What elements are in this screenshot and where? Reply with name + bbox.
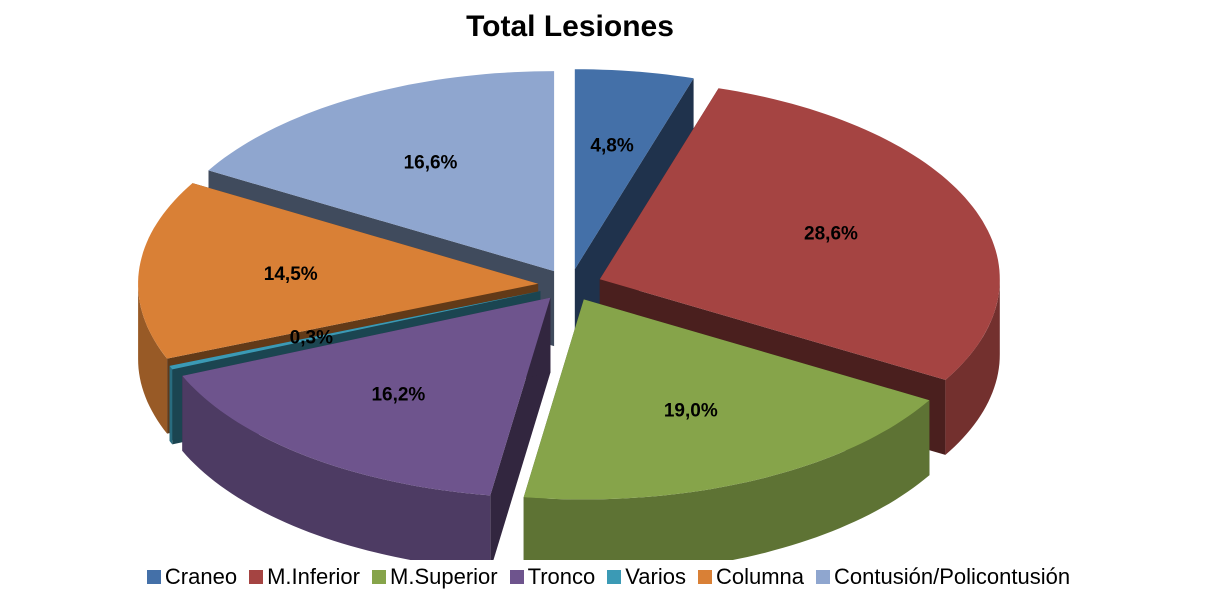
slice-wall [169,365,173,445]
legend-label: Tronco [527,564,596,589]
legend-swatch [816,570,831,584]
slice-wall [182,375,491,560]
data-label: 0,3% [290,328,333,349]
legend-swatch [697,570,712,584]
legend-item: M.Inferior [249,564,360,590]
legend-label: M.Superior [390,564,498,589]
legend-swatch [372,570,386,584]
legend-swatch [509,570,524,584]
slice [523,299,930,560]
legend-label: Columna [715,564,805,589]
legend-swatch [146,570,161,584]
slice [138,183,539,359]
data-label: 4,8% [590,136,633,157]
slice [599,88,1000,380]
data-label: 14,5% [264,264,318,285]
slice [208,71,555,272]
slice-wall [138,283,168,434]
slice-wall [945,279,1000,455]
slice [182,297,551,560]
legend-item: Varios [607,564,686,590]
legend-label: Contusión/Policontusión [834,564,1071,589]
slice [523,299,930,500]
slice [182,297,551,496]
slice [169,291,541,370]
legend-item: Tronco [509,564,596,590]
legend-label: Varios [625,564,686,589]
data-label: 16,2% [371,385,425,406]
legend-label: Craneo [164,564,238,589]
legend-item: M.Superior [372,564,498,590]
chart-title: Total Lesiones [466,10,674,43]
legend: Craneo M.Inferior M.Superior Tronco Varios Co… [0,562,1217,592]
legend-swatch [607,570,622,584]
data-label: 16,6% [404,153,458,174]
chart: Total Lesiones 4,8% 28,6% 19,0% 16,2% 0,3% 14… [138,10,1000,560]
legend-label: M.Inferior [267,564,360,589]
legend-item: Craneo [146,564,238,590]
legend-swatch [249,570,264,584]
legend-item: Contusión/Policontusión [816,564,1070,590]
slice [574,69,694,270]
data-label: 28,6% [804,223,858,244]
data-label: 19,0% [664,400,718,421]
legend-item: Columna [697,564,805,590]
slice-wall [523,400,930,560]
